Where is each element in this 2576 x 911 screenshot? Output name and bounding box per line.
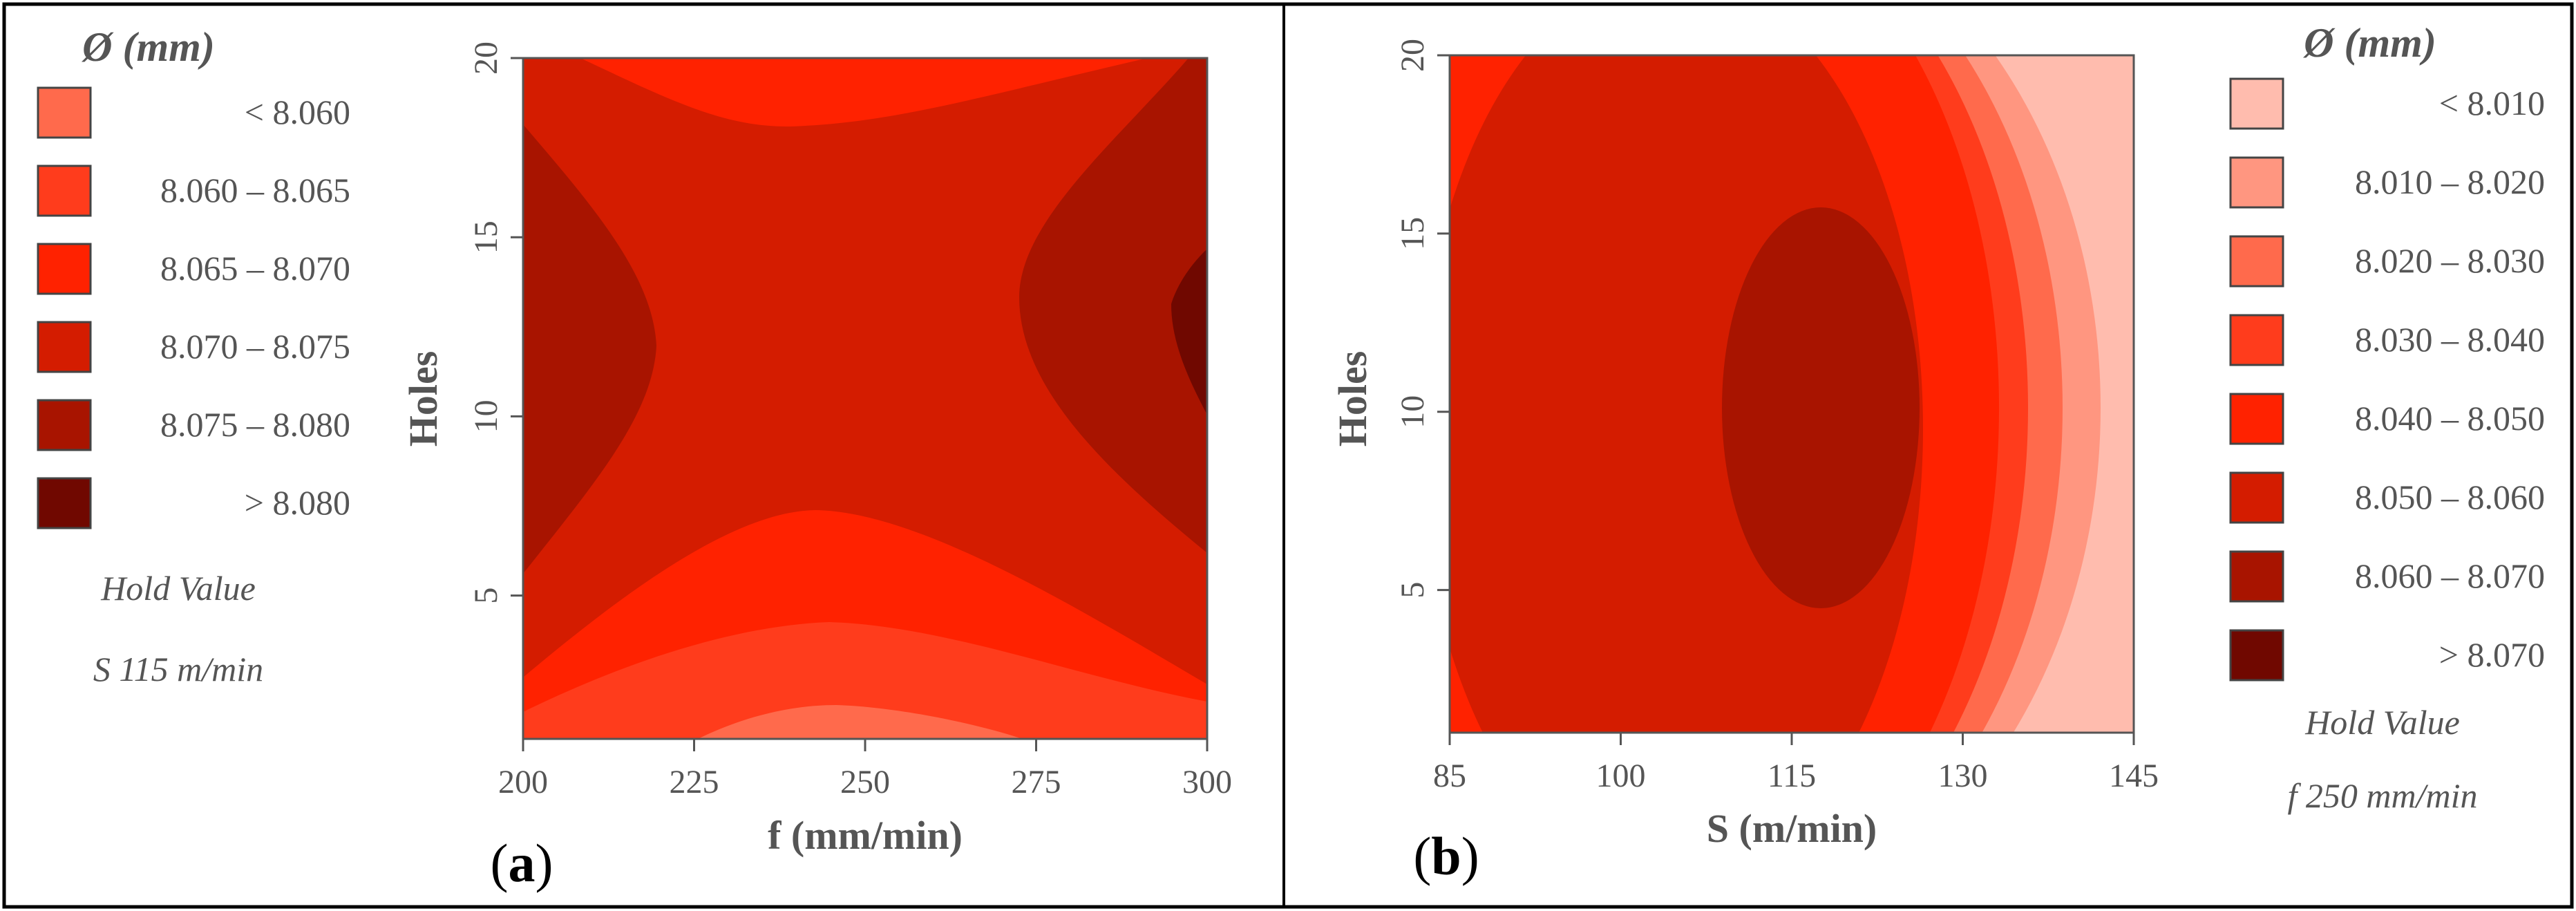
y-axis-title-a: Holes — [401, 351, 446, 447]
legend-label: < 8.010 — [2439, 84, 2545, 122]
x-tick-label: 85 — [1433, 758, 1466, 794]
legend-a: < 8.060 8.060 – 8.065 8.065 – 8.070 8.070 –… — [37, 86, 350, 529]
legend-swatch — [2229, 550, 2284, 603]
x-tick-label: 225 — [670, 764, 719, 800]
legend-swatch — [37, 399, 92, 451]
y-tick-label: 20 — [468, 41, 504, 75]
legend-swatch — [37, 477, 92, 529]
legend-label: 8.070 – 8.075 — [160, 327, 350, 366]
y-tick-label: 15 — [468, 220, 504, 254]
x-tick-label: 250 — [840, 764, 890, 800]
legend-swatch — [2229, 235, 2284, 288]
contour-a-right-band — [1019, 58, 1207, 553]
legend-swatch — [37, 86, 92, 139]
legend-swatch — [37, 321, 92, 373]
contour-b-core — [1722, 207, 1920, 608]
legend-swatch — [2229, 314, 2284, 366]
y-tick-label: 20 — [1394, 39, 1431, 72]
panel-letter-a: (a) — [491, 833, 553, 893]
legend-title-b: Ø (mm) — [2302, 20, 2436, 66]
x-tick-label: 145 — [2109, 758, 2159, 794]
contour-a-top-band — [580, 58, 1147, 127]
contour-plot-a — [523, 58, 1207, 739]
hold-value-b: f 250 mm/min — [2288, 776, 2478, 815]
legend-swatch — [37, 165, 92, 217]
hold-label-a: Hold Value — [100, 569, 256, 608]
legend-label: > 8.070 — [2439, 635, 2545, 674]
legend-b: < 8.010 8.010 – 8.020 8.020 – 8.030 8.030 –… — [2229, 77, 2545, 682]
contour-a-bottom-band-3 — [698, 705, 1023, 739]
contour-a-left-band — [523, 124, 656, 574]
legend-swatch — [2229, 393, 2284, 445]
x-axis-title-b: S (m/min) — [1707, 806, 1877, 851]
hold-label-b: Hold Value — [2304, 703, 2460, 742]
hold-value-a: S 115 m/min — [93, 650, 263, 688]
panel-letter-b: (b) — [1413, 826, 1479, 886]
legend-label: 8.010 – 8.020 — [2355, 162, 2545, 201]
x-tick-label: 130 — [1938, 758, 1988, 794]
axis-b: 85 100 115 130 145 5 10 15 20 — [1394, 39, 2159, 794]
legend-label: 8.075 – 8.080 — [160, 405, 350, 444]
legend-label: 8.020 – 8.030 — [2355, 241, 2545, 280]
legend-title-a: Ø (mm) — [81, 24, 215, 70]
x-tick-label: 115 — [1768, 758, 1816, 794]
legend-swatch — [37, 243, 92, 295]
y-tick-label: 5 — [1394, 582, 1431, 599]
x-tick-label: 300 — [1182, 764, 1232, 800]
legend-swatch — [2229, 156, 2284, 209]
legend-label: > 8.080 — [245, 483, 350, 522]
contour-plot-b — [1450, 55, 2134, 733]
axis-a: 200 225 250 275 300 5 10 15 20 — [468, 41, 1232, 800]
contour-a-bottom-band-2 — [523, 622, 1207, 739]
legend-label: 8.030 – 8.040 — [2355, 320, 2545, 359]
x-tick-label: 100 — [1596, 758, 1646, 794]
legend-label: 8.040 – 8.050 — [2355, 399, 2545, 438]
y-tick-label: 10 — [1394, 395, 1431, 429]
panel-b: 85 100 115 130 145 5 10 15 20 S (m/min) Holes (b… — [1330, 20, 2545, 886]
y-axis-title-b: Holes — [1330, 351, 1375, 447]
contour-a-right-core — [1171, 249, 1207, 415]
legend-swatch — [2229, 77, 2284, 130]
legend-label: 8.065 – 8.070 — [160, 249, 350, 288]
legend-swatch — [2229, 471, 2284, 524]
legend-label: 8.060 – 8.065 — [160, 171, 350, 209]
x-tick-label: 200 — [498, 764, 548, 800]
y-tick-label: 10 — [468, 400, 504, 433]
x-axis-title-a: f (mm/min) — [768, 813, 963, 858]
legend-label: 8.050 – 8.060 — [2355, 478, 2545, 516]
legend-label: < 8.060 — [245, 93, 350, 131]
legend-swatch — [2229, 629, 2284, 682]
y-tick-label: 15 — [1394, 217, 1431, 250]
panel-a: Ø (mm) < 8.060 8.060 – 8.065 8.065 – 8.070… — [37, 24, 1232, 893]
y-tick-label: 5 — [468, 588, 504, 604]
legend-label: 8.060 – 8.070 — [2355, 556, 2545, 595]
x-tick-label: 275 — [1012, 764, 1061, 800]
